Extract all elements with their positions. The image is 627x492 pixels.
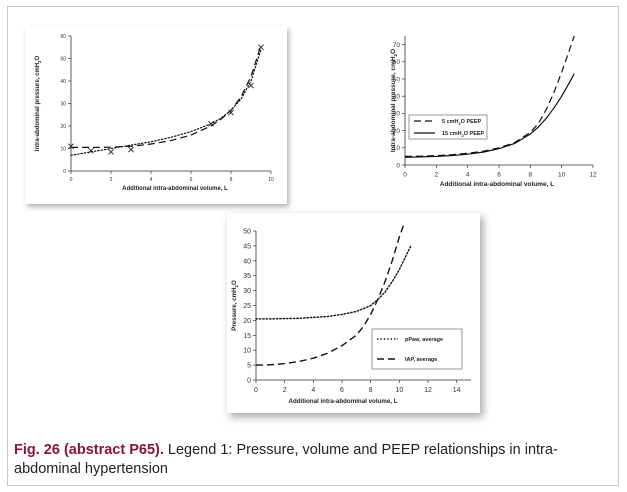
data-point-x-marker xyxy=(248,82,254,89)
y-tick-label: 25 xyxy=(243,303,251,310)
x-tick-label: 12 xyxy=(589,172,597,179)
legend-label: pPaw, average xyxy=(405,337,443,343)
series-line-solid xyxy=(404,73,575,158)
series-line-dashed xyxy=(255,224,405,366)
chart-3-svg: 0 2 4 6 8 10 12 14 0 5 10 15 20 25 30 35 40 45 50 Additiona… xyxy=(231,224,471,405)
chart-panel-3: 0 2 4 6 8 10 12 14 0 5 10 15 20 25 30 35 40 45 50 Additiona… xyxy=(227,213,480,413)
chart-panel-2: 0 2 4 6 8 10 12 0 10 20 30 40 50 60 70 Additional intra… xyxy=(387,26,607,204)
y-tick-label: 10 xyxy=(243,348,251,355)
series-line-dotted xyxy=(255,245,412,320)
x-tick-label: 12 xyxy=(424,387,432,394)
y-tick-label: 5 xyxy=(247,363,251,370)
chart-panel-1: 0 2 4 6 8 10 0 10 20 30 40 50 60 Additional intra-abd… xyxy=(25,26,287,204)
x-tick-label: 10 xyxy=(268,177,274,183)
y-tick-label: 50 xyxy=(60,56,66,62)
figure-caption: Fig. 26 (abstract P65). Legend 1: Pressu… xyxy=(14,441,610,479)
y-tick-label: 45 xyxy=(243,243,251,250)
x-tick-label: 4 xyxy=(466,172,470,179)
x-tick-label: 10 xyxy=(395,387,403,394)
data-point-x-marker xyxy=(208,120,214,127)
legend-label: IAP, average xyxy=(405,357,437,363)
y-tick-label: 40 xyxy=(243,258,251,265)
y-tick-label: 0 xyxy=(247,377,251,384)
caption-text: Legend 1: Pressure, volume and PEEP rela… xyxy=(14,442,558,477)
x-tick-label: 4 xyxy=(311,387,315,394)
y-tick-label: 40 xyxy=(60,79,66,85)
x-axis-label: Additional intra-abdominal volume, L xyxy=(122,186,228,192)
y-tick-label: 20 xyxy=(60,124,66,130)
y-tick-label: 20 xyxy=(243,318,251,325)
series-line-dotted xyxy=(70,48,262,156)
data-point-x-marker xyxy=(128,146,134,153)
x-tick-label: 10 xyxy=(558,172,566,179)
legend-box xyxy=(408,114,488,140)
y-tick-label: 50 xyxy=(393,76,401,83)
caption-label: Fig. 26 (abstract P65). xyxy=(14,442,164,458)
data-point-x-marker xyxy=(68,143,74,150)
y-tick-label: 30 xyxy=(243,288,251,295)
series-line-dashed xyxy=(404,35,575,157)
x-axis-label: Additional intra-abdominal volume, L xyxy=(440,181,555,188)
chart-1-svg: 0 2 4 6 8 10 0 10 20 30 40 50 60 Additional intra-abd… xyxy=(35,34,274,192)
y-axis-label: Intra-abdominal pressure, cmH2O xyxy=(390,49,398,152)
x-tick-label: 0 xyxy=(70,177,73,183)
x-axis-label: Additional intra-abdominal volume, L xyxy=(289,398,398,405)
y-tick-label: 40 xyxy=(393,93,401,100)
y-tick-label: 15 xyxy=(243,333,251,340)
y-axis-label: Intra-abdominal pressure, cmH2O xyxy=(35,55,42,151)
x-tick-label: 8 xyxy=(529,172,533,179)
x-tick-label: 2 xyxy=(110,177,113,183)
x-tick-label: 0 xyxy=(403,172,407,179)
chart-2-svg: 0 2 4 6 8 10 12 0 10 20 30 40 50 60 70 Additional intra… xyxy=(390,35,597,188)
y-tick-label: 10 xyxy=(393,145,401,152)
x-tick-label: 6 xyxy=(497,172,501,179)
y-tick-label: 30 xyxy=(393,111,401,118)
legend-label: 15 cmH2O PEEP xyxy=(442,131,485,138)
x-tick-label: 2 xyxy=(283,387,287,394)
x-tick-label: 8 xyxy=(369,387,373,394)
y-tick-label: 30 xyxy=(60,101,66,107)
x-tick-label: 6 xyxy=(340,387,344,394)
y-tick-label: 60 xyxy=(393,59,401,66)
x-tick-label: 14 xyxy=(453,387,461,394)
y-tick-label: 10 xyxy=(60,146,66,152)
x-tick-label: 8 xyxy=(230,177,233,183)
data-point-x-marker xyxy=(258,44,264,51)
x-tick-label: 0 xyxy=(254,387,258,394)
y-axis-label: Pressure, cmH2O xyxy=(231,280,239,331)
y-tick-label: 60 xyxy=(60,34,66,40)
legend-box xyxy=(371,328,463,370)
y-tick-label: 0 xyxy=(63,169,66,175)
x-tick-label: 2 xyxy=(435,172,439,179)
x-tick-label: 6 xyxy=(190,177,193,183)
data-point-x-marker xyxy=(228,109,234,116)
y-tick-label: 50 xyxy=(243,228,251,235)
y-tick-label: 35 xyxy=(243,273,251,280)
series-line-dashed xyxy=(71,44,262,148)
x-tick-label: 4 xyxy=(150,177,153,183)
y-tick-label: 70 xyxy=(393,42,401,49)
data-point-x-marker xyxy=(88,147,94,154)
y-tick-label: 0 xyxy=(396,162,400,169)
data-point-x-marker xyxy=(108,148,114,155)
y-tick-label: 20 xyxy=(393,128,401,135)
legend-label: 5 cmH2O PEEP xyxy=(442,119,481,126)
